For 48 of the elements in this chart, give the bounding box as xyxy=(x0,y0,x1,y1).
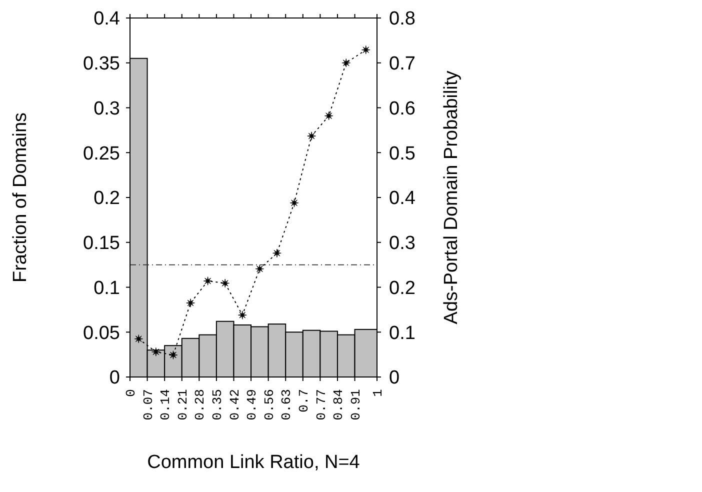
point xyxy=(220,278,230,288)
x-tick-label: 0.63 xyxy=(279,389,294,420)
point xyxy=(238,310,247,320)
y-tick-label: 0.15 xyxy=(83,233,120,254)
x-tick-label: 0.77 xyxy=(314,389,329,420)
point xyxy=(342,58,351,68)
x-tick-label: 0.28 xyxy=(192,389,208,420)
x-axis-title: Common Link Ratio, N=4 xyxy=(147,452,360,473)
y-tick-label: 0.2 xyxy=(94,188,120,210)
point xyxy=(186,298,195,308)
x-tick-label: 0.84 xyxy=(331,388,346,420)
y2-tick-label: 0.3 xyxy=(389,233,416,254)
x-tick-label: 0.35 xyxy=(210,389,225,420)
x-tick-label: 0.56 xyxy=(262,389,277,420)
point xyxy=(168,350,178,360)
point xyxy=(134,334,144,344)
y2-tick-label: 0.6 xyxy=(389,98,416,120)
x-tick-label: 0.21 xyxy=(175,388,190,420)
y-tick-label: 0.3 xyxy=(94,98,120,120)
x-tick-label: 0.91 xyxy=(348,388,364,420)
point xyxy=(307,132,316,140)
point xyxy=(324,111,334,120)
y-tick-label: 0.35 xyxy=(83,54,120,75)
y2-tick-label: 0.7 xyxy=(389,54,416,75)
x-tick-label: 0.07 xyxy=(140,389,156,420)
point xyxy=(203,276,212,286)
point xyxy=(361,45,370,54)
point xyxy=(272,248,282,258)
y2-tick-label: 0.2 xyxy=(389,278,416,299)
x-tick-label: 0.14 xyxy=(158,388,174,420)
x-tick-label: 1 xyxy=(370,388,386,397)
y2-tick-label: 0.4 xyxy=(389,188,416,210)
point xyxy=(255,264,264,274)
x-tick-label: 0.49 xyxy=(244,389,260,420)
y-tick-label: 0.1 xyxy=(94,278,120,299)
y2-axis-title: Ads-Portal Domain Probability xyxy=(441,70,462,324)
y-tick-label: 0.25 xyxy=(83,143,120,164)
point xyxy=(152,347,160,356)
x-tick-label: 0.42 xyxy=(227,389,242,420)
x-tick-label: 0 xyxy=(124,389,139,397)
y2-tick-label: 0.8 xyxy=(389,8,416,30)
y2-tick-label: 0.5 xyxy=(389,143,416,164)
x-tick-label: 0.7 xyxy=(296,389,312,412)
y-axis-title: Fraction of Domains xyxy=(10,112,31,283)
y2-tick-label: 0.1 xyxy=(389,322,416,344)
point xyxy=(290,198,299,208)
y-tick-label: 0.4 xyxy=(94,8,120,30)
y-tick-label: 0.05 xyxy=(83,322,120,344)
